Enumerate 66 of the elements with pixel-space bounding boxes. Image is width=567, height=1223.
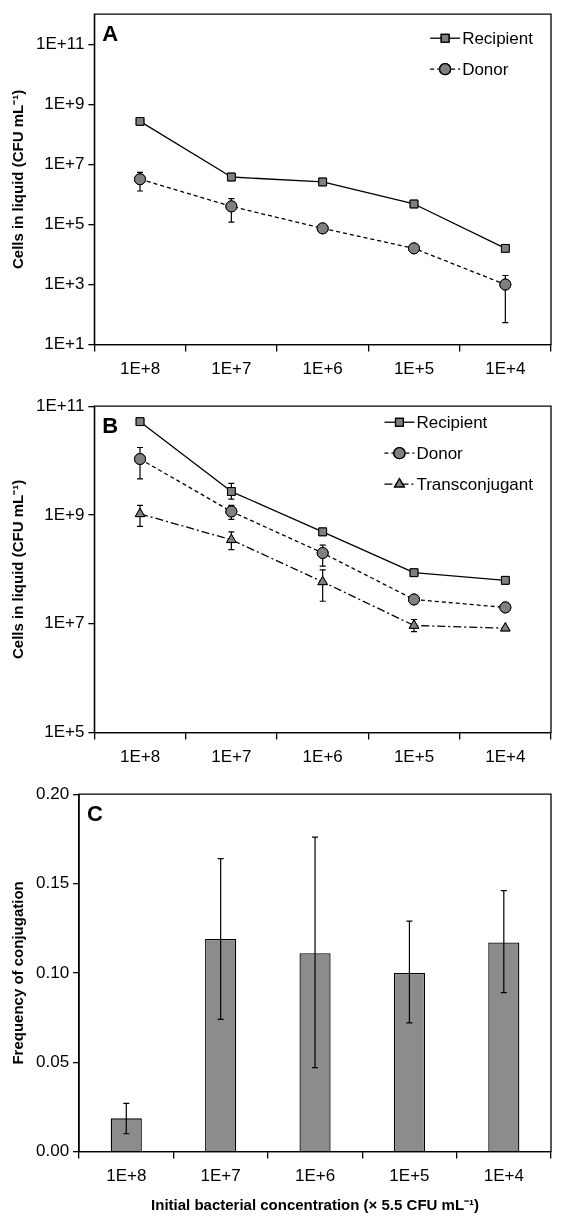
x-tick-label: 1E+5: [389, 1166, 430, 1186]
point: [316, 222, 329, 235]
legend-label: Recipient: [416, 412, 488, 432]
point: [499, 601, 512, 614]
y-tick-label: 1E+9: [44, 504, 85, 524]
legend-label: Transconjugant: [416, 474, 534, 494]
y-tick-label: 1E+11: [35, 395, 85, 415]
point: [408, 619, 420, 629]
x-tick-label: 1E+8: [119, 359, 161, 379]
chart-title: C: [87, 801, 104, 827]
point: [134, 173, 147, 186]
y-tick-label: 0.00: [35, 1141, 70, 1161]
y-tick-label: 1E+1: [44, 334, 85, 354]
y-tick-label: 1E+11: [35, 33, 85, 53]
point: [409, 568, 419, 578]
chart-title: A: [102, 21, 119, 47]
x-tick-label: 1E+5: [393, 359, 435, 379]
y-axis-title: Frequency of conjugation: [9, 881, 27, 1065]
y-tick-label: 1E+7: [44, 613, 85, 633]
x-tick-label: 1E+7: [211, 359, 252, 379]
x-axis-title: Initial bacterial concentration (× 5.5 CFU mL⁻¹): [151, 1196, 480, 1214]
x-tick-label: 1E+4: [483, 1166, 524, 1186]
point: [500, 575, 510, 585]
x-tick-label: 1E+6: [302, 747, 343, 767]
y-tick-label: 0.10: [35, 962, 70, 982]
x-tick-label: 1E+8: [106, 1166, 147, 1186]
point: [408, 593, 421, 606]
point: [135, 117, 145, 126]
point: [225, 200, 238, 213]
point: [135, 417, 145, 427]
x-tick-label: 1E+5: [393, 747, 435, 767]
point: [500, 622, 511, 632]
x-tick-label: 1E+7: [211, 747, 252, 767]
point: [316, 547, 329, 560]
legend-label: Recipient: [462, 28, 534, 48]
y-tick-label: 0.15: [35, 873, 70, 893]
point: [408, 242, 421, 255]
y-axis-title: Cells in liquid (CFU mL⁻¹): [9, 479, 27, 659]
y-tick-label: 1E+9: [44, 94, 85, 113]
x-tick-label: 1E+8: [119, 747, 161, 767]
point: [226, 172, 236, 182]
legend-label: Donor: [416, 443, 464, 463]
y-tick-label: 0.05: [35, 1051, 70, 1071]
y-tick-label: 1E+5: [44, 214, 85, 234]
point: [134, 453, 147, 465]
x-tick-label: 1E+6: [302, 359, 343, 379]
y-tick-label: 1E+7: [44, 154, 85, 174]
point: [134, 507, 146, 518]
y-tick-label: 1E+3: [44, 274, 85, 294]
y-tick-label: 1E+5: [44, 722, 85, 742]
x-tick-label: 1E+7: [200, 1166, 241, 1186]
chart-title: B: [102, 413, 119, 439]
x-tick-label: 1E+4: [485, 747, 526, 767]
point: [226, 487, 236, 496]
point: [318, 527, 328, 537]
point: [499, 278, 512, 291]
point: [409, 199, 419, 209]
legend-label: Donor: [462, 59, 509, 79]
point: [318, 177, 328, 187]
y-tick-label: 0.20: [35, 783, 70, 803]
y-axis-title: Cells in liquid (CFU mL⁻¹): [9, 89, 27, 269]
x-tick-label: 1E+4: [485, 359, 526, 379]
x-tick-label: 1E+6: [294, 1166, 336, 1186]
point: [226, 533, 237, 544]
point: [317, 575, 328, 586]
point: [500, 243, 510, 253]
